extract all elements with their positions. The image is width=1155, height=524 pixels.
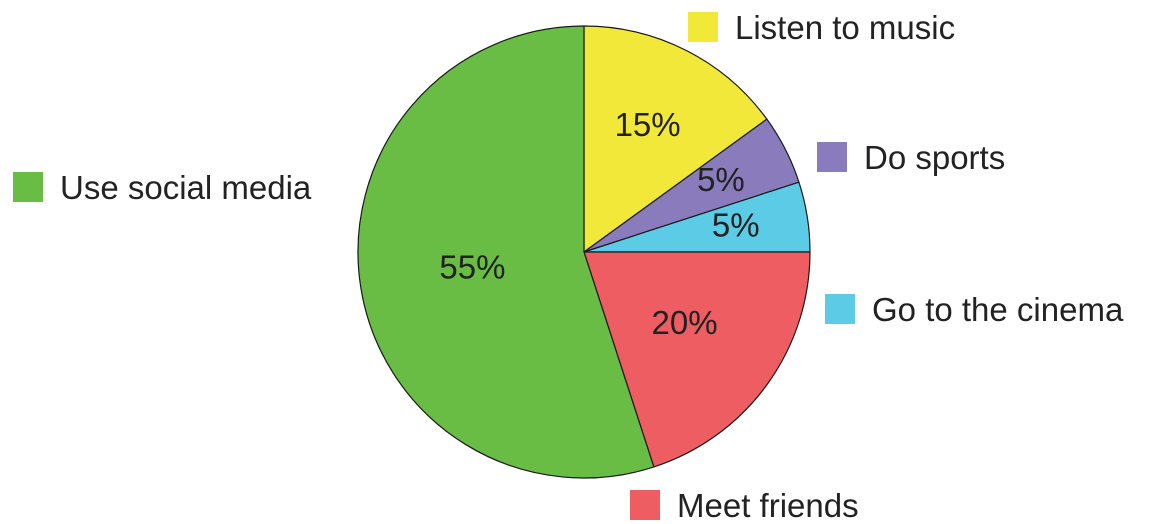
legend-swatch-meet-friends [630,490,660,520]
legend-swatch-go-to-the-cinema [825,294,855,324]
legend-item-meet-friends: Meet friends [630,487,859,524]
legend-item-do-sports: Do sports [817,139,1005,176]
slice-value-label-do-sports: 5% [697,161,745,198]
legend-item-go-to-the-cinema: Go to the cinema [825,291,1124,328]
legend-item-listen-to-music: Listen to music [688,9,955,46]
legend-swatch-listen-to-music [688,12,718,42]
slice-value-label-meet-friends: 20% [652,304,718,341]
legend-label-meet-friends: Meet friends [677,487,859,524]
pie-slice-meet-friends [583,251,811,468]
slice-value-label-listen-to-music: 15% [615,106,681,143]
slice-value-label-go-to-the-cinema: 5% [712,207,760,244]
legend-label-go-to-the-cinema: Go to the cinema [872,291,1124,328]
legend-item-use-social-media: Use social media [13,169,312,206]
legend-label-do-sports: Do sports [864,139,1005,176]
pie-slice-listen-to-music [583,25,768,253]
legend-swatch-do-sports [817,142,847,172]
legend-swatch-use-social-media [13,172,43,202]
slice-value-label-use-social-media: 55% [439,248,505,285]
legend-label-use-social-media: Use social media [60,169,312,206]
pie-slice-use-social-media [357,25,655,479]
legend-label-listen-to-music: Listen to music [735,9,955,46]
